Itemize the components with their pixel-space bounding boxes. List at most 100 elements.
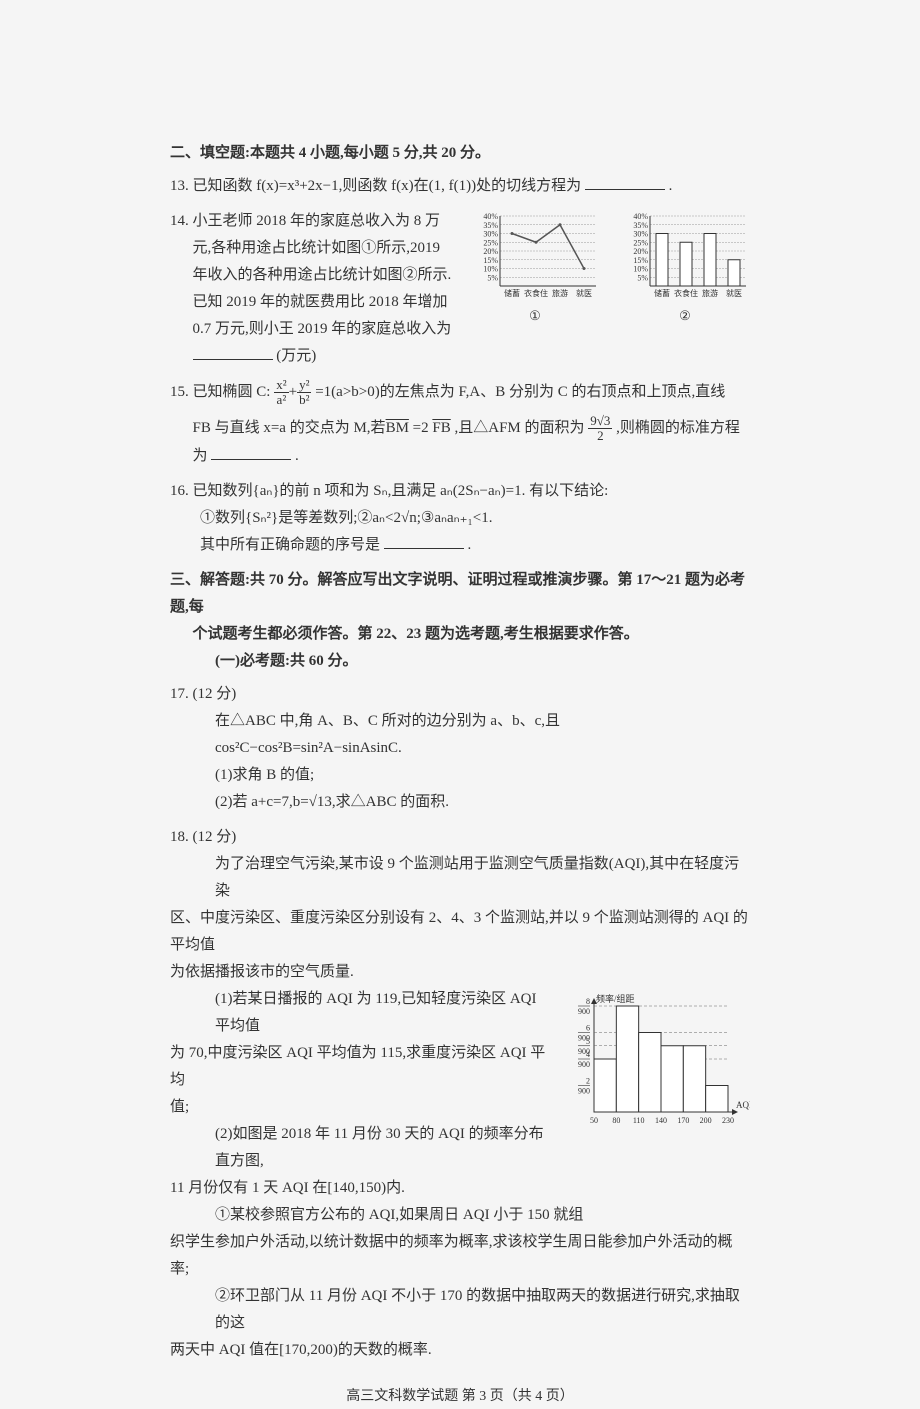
q14-line2: 元,各种用途占比统计如图①所示,2019 (170, 235, 460, 262)
q18-histogram-wrap: 89006900590049002900频率/组距508011014017020… (560, 990, 750, 1140)
q15-line2-post: ,则椭圆的标准方程 (616, 420, 740, 436)
section3-header-line2: 个试题考生都必须作答。第 22、23 题为选考题,考生根据要求作答。 (170, 621, 750, 648)
q14-chart2-box: 40%35%30%25%20%15%10%5%储蓄衣食住旅游就医 ② (620, 212, 750, 327)
q13-text-post: . (669, 178, 673, 194)
svg-text:35%: 35% (633, 221, 648, 230)
q14-line1: 14. 小王老师 2018 年的家庭总收入为 8 万 (170, 208, 460, 235)
svg-text:200: 200 (700, 1116, 712, 1125)
svg-text:30%: 30% (633, 230, 648, 239)
svg-text:4: 4 (586, 1050, 590, 1059)
q17-line3: (2)若 a+c=7,b=√13,求△ABC 的面积. (170, 789, 750, 816)
svg-text:10%: 10% (633, 265, 648, 274)
q15-line2-mid2: ,且△AFM 的面积为 (454, 420, 584, 436)
q14-chart2-label: ② (679, 304, 691, 327)
q13-blank (585, 175, 665, 190)
svg-text:35%: 35% (483, 221, 498, 230)
q14-chart1-box: 40%35%30%25%20%15%10%5% 储蓄衣食住旅游就医 ① (470, 212, 600, 327)
svg-text:旅游: 旅游 (702, 288, 718, 298)
svg-text:15%: 15% (633, 256, 648, 265)
q15-line2-mid: =2 (413, 420, 429, 436)
section3-sub: (一)必考题:共 60 分。 (170, 648, 750, 675)
q14-chart1-label: ① (529, 304, 541, 327)
svg-text:旅游: 旅游 (552, 288, 568, 298)
q14-charts: 40%35%30%25%20%15%10%5%储蓄衣食住旅游就医 ① 40%35… (470, 212, 750, 327)
q15-line3: 为 (193, 448, 208, 464)
q15-frac3: 9√32 (588, 414, 612, 444)
svg-text:2: 2 (586, 1077, 590, 1086)
q18-num: 18. (12 分) (170, 824, 750, 851)
svg-text:110: 110 (633, 1116, 645, 1125)
svg-text:就医: 就医 (726, 288, 742, 298)
svg-text:就医: 就医 (576, 288, 592, 298)
svg-text:140: 140 (655, 1116, 667, 1125)
question-14: 40%35%30%25%20%15%10%5%储蓄衣食住旅游就医 ① 40%35… (170, 208, 750, 370)
svg-text:10%: 10% (483, 265, 498, 274)
q18-p5b: 两天中 AQI 值在[170,200)的天数的概率. (170, 1337, 750, 1364)
q15-line3-row: 为 . (170, 443, 750, 470)
q14-line3: 年收入的各种用途占比统计如图②所示. (170, 262, 460, 289)
q16-line2: ①数列{Sₙ²}是等差数列;②aₙ<2√n;③aₙaₙ₊₁<1. (170, 505, 750, 532)
q18-p4b: 织学生参加户外活动,以统计数据中的频率为概率,求该校学生周日能参加户外活动的概率… (170, 1229, 750, 1283)
svg-text:5%: 5% (487, 273, 498, 282)
svg-text:15%: 15% (483, 256, 498, 265)
q16-line3: 其中所有正确命题的序号是 (200, 537, 380, 553)
q18-p3b: 11 月份仅有 1 天 AQI 在[140,150)内. (170, 1175, 750, 1202)
q14-line4: 已知 2019 年的就医费用比 2018 年增加 (170, 289, 460, 316)
q15-blank (211, 445, 291, 460)
q15-frac1: x²a² (274, 378, 288, 408)
svg-text:衣食住: 衣食住 (524, 288, 548, 298)
svg-text:8: 8 (586, 997, 590, 1006)
q14-chart2-svg: 40%35%30%25%20%15%10%5%储蓄衣食住旅游就医 (620, 212, 750, 302)
svg-text:AQI: AQI (736, 1100, 750, 1110)
question-17: 17. (12 分) 在△ABC 中,角 A、B、C 所对的边分别为 a、b、c… (170, 681, 750, 816)
svg-text:50: 50 (590, 1116, 598, 1125)
q16-blank (384, 534, 464, 549)
question-18: 18. (12 分) 为了治理空气污染,某市设 9 个监测站用于监测空气质量指数… (170, 824, 750, 1364)
svg-text:40%: 40% (633, 212, 648, 221)
q17-num: 17. (12 分) (170, 681, 750, 708)
q14-line6: (万元) (170, 343, 460, 370)
svg-text:25%: 25% (633, 238, 648, 247)
q18-p1c: 为依据播报该市的空气质量. (170, 959, 750, 986)
svg-text:频率/组距: 频率/组距 (596, 993, 635, 1004)
svg-text:30%: 30% (483, 230, 498, 239)
q15-line1: 15. 已知椭圆 C: x²a²+y²b² =1(a>b>0)的左焦点为 F,A… (170, 378, 750, 408)
svg-text:230: 230 (722, 1116, 734, 1125)
question-13: 13. 已知函数 f(x)=x³+2x−1,则函数 f(x)在(1, f(1))… (170, 173, 750, 200)
q15-line3-post: . (295, 448, 299, 464)
q18-p1: 为了治理空气污染,某市设 9 个监测站用于监测空气质量指数(AQI),其中在轻度… (170, 851, 750, 905)
svg-text:170: 170 (677, 1116, 689, 1125)
svg-text:25%: 25% (483, 238, 498, 247)
question-16: 16. 已知数列{aₙ}的前 n 项和为 Sₙ,且满足 aₙ(2Sₙ−aₙ)=1… (170, 478, 750, 559)
q15-line2-pre: FB 与直线 x=a 的交点为 M,若 (193, 420, 386, 436)
section3-header: 三、解答题:共 70 分。解答应写出文字说明、证明过程或推演步骤。第 17～21… (170, 567, 750, 675)
q18-histogram-svg: 89006900590049002900频率/组距508011014017020… (560, 990, 750, 1130)
svg-text:5: 5 (586, 1037, 590, 1046)
q14-chart1-svg: 40%35%30%25%20%15%10%5% 储蓄衣食住旅游就医 (470, 212, 600, 302)
svg-text:衣食住: 衣食住 (674, 288, 698, 298)
question-15: 15. 已知椭圆 C: x²a²+y²b² =1(a>b>0)的左焦点为 F,A… (170, 378, 750, 470)
svg-text:储蓄: 储蓄 (504, 288, 520, 298)
page-footer: 高三文科数学试题 第 3 页（共 4 页） (170, 1384, 750, 1409)
svg-text:6: 6 (586, 1024, 590, 1033)
svg-text:80: 80 (612, 1116, 620, 1125)
q17-line2: (1)求角 B 的值; (170, 762, 750, 789)
q15-line2: FB 与直线 x=a 的交点为 M,若BM =2 FB ,且△AFM 的面积为 … (170, 414, 750, 444)
q13-text-pre: 13. 已知函数 f(x)=x³+2x−1,则函数 f(x)在(1, f(1))… (170, 178, 581, 194)
svg-text:900: 900 (578, 1060, 590, 1069)
q14-line6-post: (万元) (276, 348, 316, 364)
svg-text:900: 900 (578, 1087, 590, 1096)
q14-blank (193, 345, 273, 360)
svg-text:20%: 20% (483, 247, 498, 256)
q18-p1b: 区、中度污染区、重度污染区分别设有 2、4、3 个监测站,并以 9 个监测站测得… (170, 905, 750, 959)
svg-text:5%: 5% (637, 273, 648, 282)
section3-header-line1: 三、解答题:共 70 分。解答应写出文字说明、证明过程或推演步骤。第 17～21… (170, 567, 750, 621)
q16-line1: 16. 已知数列{aₙ}的前 n 项和为 Sₙ,且满足 aₙ(2Sₙ−aₙ)=1… (170, 478, 750, 505)
q16-line3-post: . (468, 537, 472, 553)
svg-text:40%: 40% (483, 212, 498, 221)
section2-header: 二、填空题:本题共 4 小题,每小题 5 分,共 20 分。 (170, 140, 750, 167)
q15-frac2: y²b² (297, 378, 311, 408)
q18-p5a: ②环卫部门从 11 月份 AQI 不小于 170 的数据中抽取两天的数据进行研究… (170, 1283, 750, 1337)
q18-p4a: ①某校参照官方公布的 AQI,如果周日 AQI 小于 150 就组 (170, 1202, 750, 1229)
q17-line1: 在△ABC 中,角 A、B、C 所对的边分别为 a、b、c,且 cos²C−co… (170, 708, 750, 762)
